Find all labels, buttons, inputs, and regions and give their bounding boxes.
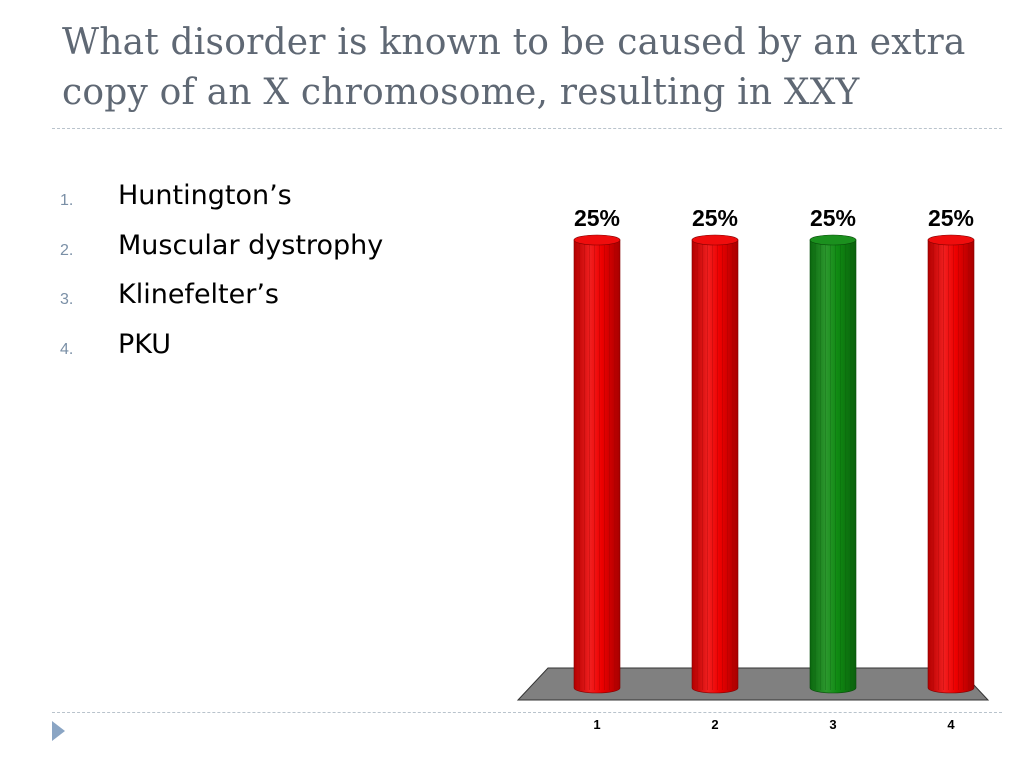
option-text: Huntington’s xyxy=(118,180,292,211)
footer-divider xyxy=(52,712,1002,713)
x-tick-label: 3 xyxy=(829,717,836,732)
slide-arrow-icon xyxy=(52,721,65,741)
title-divider xyxy=(52,128,1002,129)
slide-title: What disorder is known to be caused by a… xyxy=(62,22,966,113)
option-text: Muscular dystrophy xyxy=(118,229,384,261)
option-number: 4. xyxy=(60,340,74,358)
x-tick-label: 4 xyxy=(947,717,955,732)
bar-2 xyxy=(691,234,739,694)
bar-value-label: 25% xyxy=(810,205,856,231)
option-text: Klinefelter’s xyxy=(118,279,279,310)
bar-3 xyxy=(809,234,857,694)
option-number: 1. xyxy=(60,192,74,209)
bar-value-label: 25% xyxy=(928,205,974,231)
x-tick-label: 2 xyxy=(711,717,718,732)
option-number: 2. xyxy=(60,241,74,259)
bar-value-label: 25% xyxy=(692,205,738,231)
bar-value-label: 25% xyxy=(574,205,620,231)
response-bar-chart: 25% 1 25% 2 25% 3 25% 4 xyxy=(516,205,990,732)
bar-4 xyxy=(927,234,975,694)
x-tick-label: 1 xyxy=(593,717,600,732)
option-number: 3. xyxy=(60,291,74,308)
option-text: PKU xyxy=(118,328,172,360)
bar-1 xyxy=(573,234,621,694)
